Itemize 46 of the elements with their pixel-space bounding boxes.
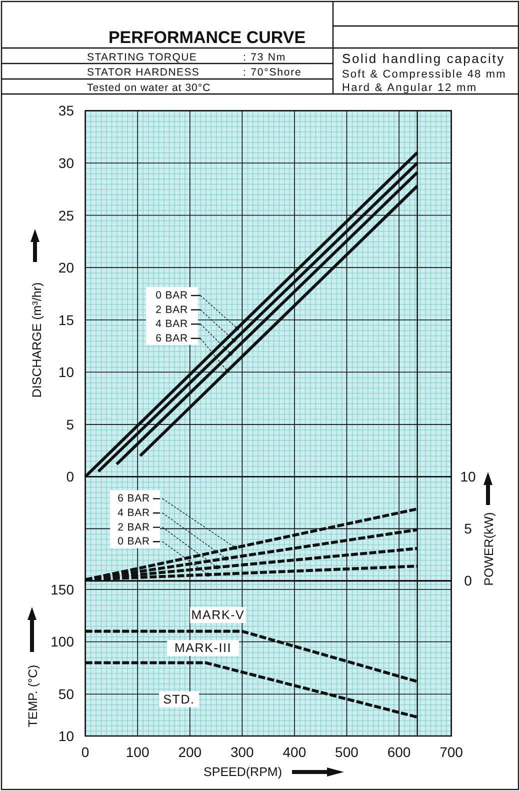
text: : 73 Nm (243, 52, 286, 64)
y2-tick-label: 10 (460, 468, 476, 485)
y-tick-label: 50 (58, 686, 74, 702)
y-tick-label: 15 (58, 312, 74, 328)
text: Tested on water at 30°C (87, 82, 211, 94)
annotation: STD. (163, 692, 195, 706)
y-tick-label: 10 (58, 728, 74, 744)
legend-label: 2 BAR (156, 304, 188, 316)
y-tick-label: 25 (58, 207, 74, 224)
y-tick-label: 150 (50, 581, 74, 598)
text: STARTING TORQUE (87, 52, 198, 64)
y2-tick-label: 0 (464, 572, 472, 589)
annotation: MARK-III (174, 641, 232, 655)
y-axis-title: DISCHARGE (m³/hr) (30, 282, 44, 398)
x-tick-label: 300 (230, 744, 254, 760)
x-tick-label: 600 (387, 744, 411, 760)
legend-label: 0 BAR (118, 536, 150, 548)
y2-axis-title: POWER(kW) (482, 512, 496, 586)
x-tick-label: 200 (178, 744, 202, 760)
x-tick-label: 0 (81, 744, 90, 760)
x-tick-label: 500 (335, 744, 359, 760)
x-axis-title: SPEED(RPM) (204, 765, 282, 779)
x-tick-label: 100 (126, 744, 150, 760)
y-tick-label: 35 (58, 102, 74, 119)
text: : 70°Shore (243, 66, 302, 78)
y-tick-label: 10 (58, 364, 74, 380)
y2-tick-label: 5 (464, 520, 472, 537)
text: Solid handling capacity (342, 51, 505, 66)
legend-label: 4 BAR (156, 318, 188, 330)
y-tick-label: 5 (66, 416, 74, 432)
y-axis-title: TEMP. (°C) (26, 664, 40, 728)
legend-label: 6 BAR (156, 332, 188, 344)
text: Hard & Angular 12 mm (342, 82, 478, 94)
legend-label: 0 BAR (156, 290, 188, 302)
chart-title: PERFORMANCE CURVE (108, 28, 306, 47)
y-tick-label: 20 (58, 260, 74, 276)
x-tick-label: 400 (282, 744, 306, 760)
text: STATOR HARDNESS (87, 66, 200, 78)
legend-label: 6 BAR (118, 492, 150, 505)
legend-label: 4 BAR (118, 507, 150, 519)
y-tick-label: 0 (66, 468, 74, 485)
x-tick-label: 700 (440, 744, 464, 760)
y-tick-label: 30 (58, 154, 74, 171)
legend-label: 2 BAR (118, 521, 150, 534)
text: Soft & Compressible 48 mm (342, 68, 506, 80)
y-tick-label: 100 (50, 634, 74, 650)
